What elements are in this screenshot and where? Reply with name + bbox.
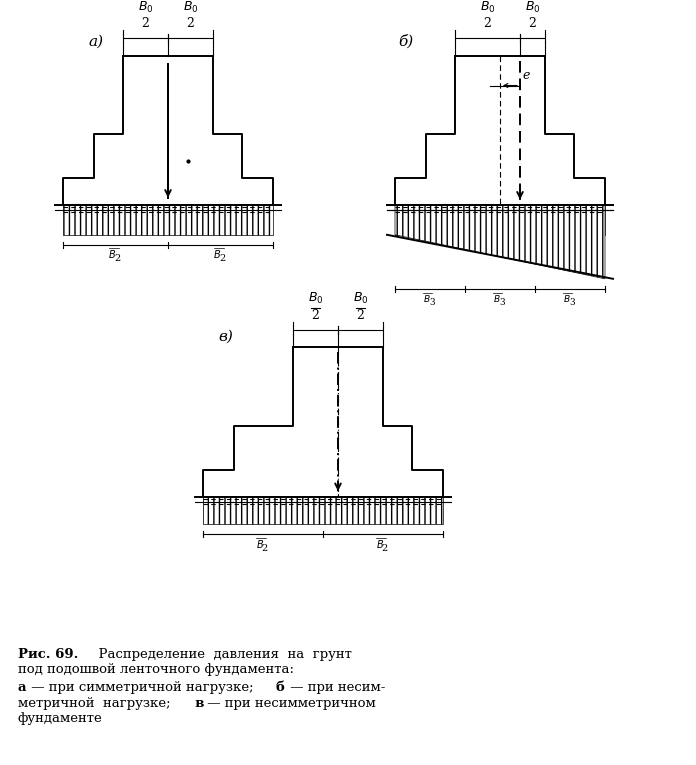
Text: 2: 2 bbox=[382, 544, 388, 553]
Text: под подошвой ленточного фундамента:: под подошвой ленточного фундамента: bbox=[18, 663, 294, 676]
Text: $B$: $B$ bbox=[214, 249, 221, 261]
Text: $B_0$: $B_0$ bbox=[480, 0, 496, 15]
Text: Рис. 69.: Рис. 69. bbox=[18, 648, 79, 661]
Text: фундаменте: фундаменте bbox=[18, 712, 103, 725]
Text: б): б) bbox=[398, 34, 413, 49]
Text: — при несимметричном: — при несимметричном bbox=[203, 696, 376, 709]
Text: e: e bbox=[522, 69, 530, 82]
Text: 2: 2 bbox=[114, 254, 120, 263]
Text: 3: 3 bbox=[569, 298, 575, 308]
Text: $B$: $B$ bbox=[256, 538, 264, 550]
Text: $B_0$: $B_0$ bbox=[353, 291, 368, 306]
Text: метричной  нагрузке;: метричной нагрузке; bbox=[18, 696, 171, 709]
Polygon shape bbox=[63, 206, 273, 235]
Text: $B$: $B$ bbox=[493, 292, 501, 304]
Text: 2: 2 bbox=[356, 308, 365, 321]
Polygon shape bbox=[395, 206, 605, 278]
Text: 2: 2 bbox=[141, 17, 150, 30]
Text: в): в) bbox=[218, 330, 233, 343]
Text: $B$: $B$ bbox=[376, 538, 384, 550]
Text: $B$: $B$ bbox=[109, 249, 116, 261]
Text: $B$: $B$ bbox=[563, 292, 571, 304]
Text: 2: 2 bbox=[528, 17, 537, 30]
Text: 3: 3 bbox=[429, 298, 435, 308]
Text: — при несим-: — при несим- bbox=[286, 681, 386, 694]
Text: 2: 2 bbox=[187, 17, 194, 30]
Text: б: б bbox=[276, 681, 285, 694]
Text: $B$: $B$ bbox=[423, 292, 431, 304]
Text: $B_0$: $B_0$ bbox=[525, 0, 540, 15]
Text: $B_0$: $B_0$ bbox=[138, 0, 153, 15]
Polygon shape bbox=[395, 206, 605, 235]
Text: 2: 2 bbox=[219, 254, 226, 263]
Text: 3: 3 bbox=[499, 298, 505, 308]
Text: Распределение  давления  на  грунт: Распределение давления на грунт bbox=[90, 648, 352, 661]
Text: $B_0$: $B_0$ bbox=[308, 291, 323, 306]
Text: в: в bbox=[186, 696, 205, 709]
Text: а: а bbox=[18, 681, 26, 694]
Text: 2: 2 bbox=[312, 308, 319, 321]
Text: — при симметричной нагрузке;: — при симметричной нагрузке; bbox=[27, 681, 258, 694]
Text: 2: 2 bbox=[262, 544, 268, 553]
Text: $B_0$: $B_0$ bbox=[183, 0, 198, 15]
Bar bbox=[203, 497, 443, 524]
Text: 2: 2 bbox=[484, 17, 491, 30]
Text: а): а) bbox=[88, 34, 103, 48]
